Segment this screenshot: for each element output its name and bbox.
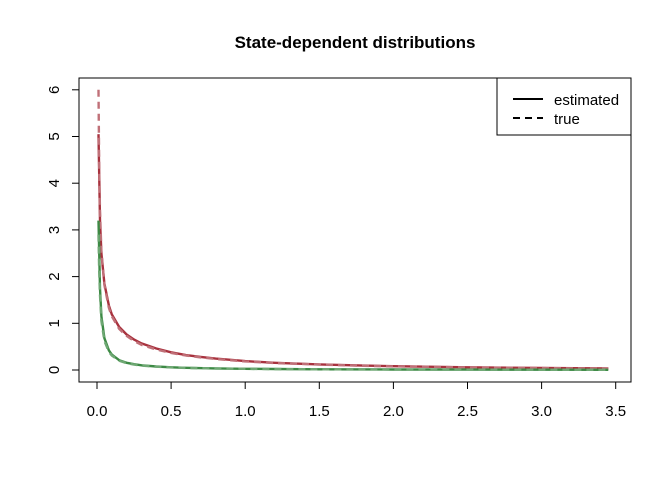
legend-box <box>496 77 632 136</box>
legend: estimated true <box>496 77 632 136</box>
y-axis: 0 1 2 3 4 5 6 <box>46 86 80 374</box>
series-line-1 <box>97 134 609 370</box>
x-tick-label: 3.0 <box>531 403 552 420</box>
y-tick-label: 3 <box>46 226 63 234</box>
legend-entry-true: true <box>554 111 580 128</box>
legend-entry-estimated: estimated <box>554 92 619 109</box>
series-line-3 <box>97 220 609 371</box>
x-tick-label: 3.5 <box>605 403 626 420</box>
x-tick-label: 2.0 <box>383 403 404 420</box>
x-tick-label: 1.5 <box>309 403 330 420</box>
series-layer <box>97 89 609 371</box>
x-tick-label: 2.5 <box>457 403 478 420</box>
chart-title: State-dependent distributions <box>235 33 476 52</box>
x-tick-label: 1.0 <box>235 403 256 420</box>
y-tick-label: 1 <box>46 319 63 327</box>
x-axis: 0.0 0.5 1.0 1.5 2.0 2.5 3.0 3.5 <box>87 381 626 420</box>
y-tick-label: 2 <box>46 272 63 280</box>
x-tick-label: 0.5 <box>161 403 182 420</box>
series-line-4 <box>97 234 609 371</box>
x-tick-label: 0.0 <box>87 403 108 420</box>
series-line-2 <box>97 89 609 370</box>
y-tick-label: 0 <box>46 366 63 374</box>
y-tick-label: 6 <box>46 86 63 94</box>
y-tick-label: 5 <box>46 132 63 140</box>
y-tick-label: 4 <box>46 179 63 187</box>
